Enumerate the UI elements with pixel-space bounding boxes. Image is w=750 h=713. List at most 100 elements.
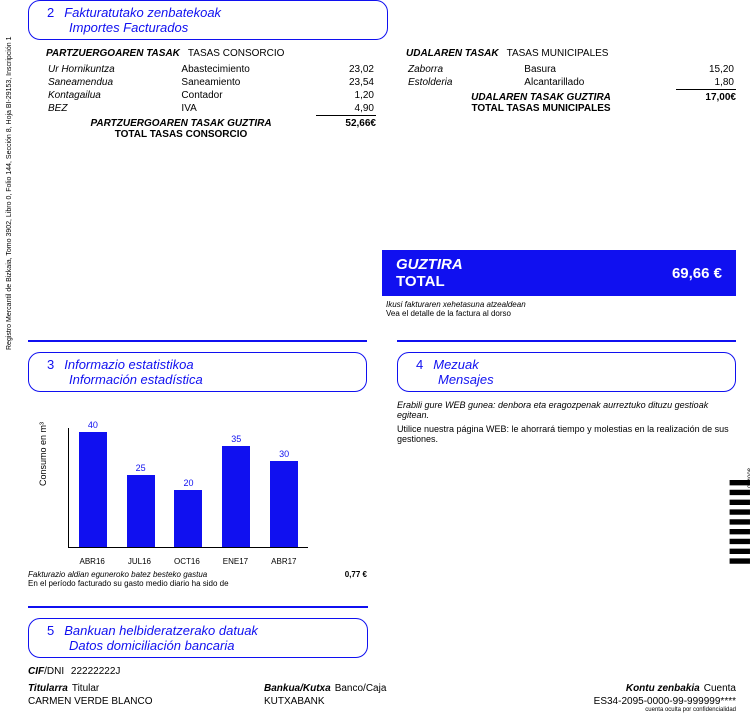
fee-amount: 1,20 (316, 89, 376, 102)
fee-amount: 15,20 (676, 63, 736, 76)
consortium-total-amount: 52,66€ (316, 118, 376, 140)
section-4-number: 4 (416, 357, 423, 372)
consortium-header-eu: PARTZUERGOAREN TASAK (46, 48, 180, 59)
municipal-total-eu: UDALAREN TASAK GUZTIRA (406, 92, 676, 103)
municipal-header: UDALAREN TASAK TASAS MUNICIPALES (406, 48, 736, 59)
chart-note-es: En el período facturado su gasto medio d… (28, 579, 229, 588)
bank-value: KUTXABANK (264, 696, 500, 707)
grand-total-es: TOTAL (396, 273, 445, 290)
holder-value: CARMEN VERDE BLANCO (28, 696, 264, 707)
chart-ylabel: Consumo en m³ (38, 422, 48, 486)
municipal-total-es: TOTAL TASAS MUNICIPALES (471, 103, 610, 114)
account-cell: Kontu zenbakia Cuenta ES34-2095-0000-99-9… (500, 683, 736, 713)
fee-es: Saneamiento (179, 76, 316, 89)
bar-rect (127, 475, 155, 547)
section-5-header: 5 Bankuan helbideratzerako datuak Datos d… (28, 618, 368, 658)
total-note-eu: Ikusi fakturaren xehetasuna atzealdean (386, 300, 736, 309)
x-label: ABR17 (271, 557, 296, 566)
fee-row: ZaborraBasura15,20 (406, 63, 736, 76)
holder-cell: TitularraTitular CARMEN VERDE BLANCO (28, 683, 264, 713)
divider-4 (397, 340, 736, 342)
x-label: JUL16 (128, 557, 151, 566)
bar-rect (270, 461, 298, 547)
bank-label-eu: Bankua/Kutxa (264, 683, 331, 694)
message-es: Utilice nuestra página WEB: le ahorrará … (397, 424, 729, 444)
chart-bar: 20 (170, 478, 206, 548)
section-4-title-eu: Mezuak (433, 357, 479, 372)
section-5-title-es: Datos domiciliación bancaria (69, 638, 353, 653)
section-2-title-es: Importes Facturados (69, 20, 373, 35)
grand-total-box: GUZTIRATOTAL 69,66 € (382, 250, 736, 296)
section-3-header: 3 Informazio estatistikoa Información est… (28, 352, 367, 392)
cif-label-eu: CIF (28, 666, 44, 677)
divider-5 (28, 606, 368, 608)
message-eu: Erabili gure WEB gunea: denbora eta erag… (397, 400, 736, 420)
section-4: 4 Mezuak Mensajes Erabili gure WEB gunea:… (397, 326, 736, 588)
fee-row: SaneamenduaSaneamiento23,54 (46, 76, 376, 89)
chart-bar: 25 (123, 463, 159, 547)
municipal-fees: UDALAREN TASAK TASAS MUNICIPALES ZaborraB… (406, 48, 736, 140)
account-label-eu: Kontu zenbakia (626, 683, 700, 694)
cif-row: CIF/DNI 22222222J (28, 666, 736, 677)
message-text: Erabili gure WEB gunea: denbora eta erag… (397, 400, 736, 444)
account-note: cuenta oculta por confidencialidad (500, 707, 736, 713)
grand-total-amount: 69,66 € (672, 265, 722, 282)
section-4-title-es: Mensajes (438, 372, 721, 387)
municipal-header-es: TASAS MUNICIPALES (507, 48, 609, 59)
section-3-number: 3 (47, 357, 54, 372)
account-label-es: Cuenta (704, 683, 736, 694)
fee-eu: Saneamendua (46, 76, 179, 89)
consortium-total-eu: PARTZUERGOAREN TASAK GUZTIRA (46, 118, 316, 129)
x-label: ABR16 (80, 557, 105, 566)
consortium-total-es: TOTAL TASAS CONSORCIO (115, 129, 248, 140)
fee-row: KontagailuaContador1,20 (46, 89, 376, 102)
fee-es: IVA (179, 102, 316, 116)
total-note-es: Vea el detalle de la factura al dorso (386, 309, 511, 318)
x-label: OCT16 (174, 557, 200, 566)
fees-columns: PARTZUERGOAREN TASAKTASAS CONSORCIO Ur H… (28, 48, 736, 140)
consortium-table: Ur HornikuntzaAbastecimiento23,02Saneame… (46, 63, 376, 116)
bar-rect (79, 432, 107, 547)
bar-rect (222, 446, 250, 547)
municipal-header-eu: UDALAREN TASAK (406, 48, 499, 59)
municipal-total-amount: 17,00€ (676, 92, 736, 114)
section-2-header: 2 Fakturatutako zenbatekoak Importes Fact… (28, 0, 388, 40)
section-2-title-eu: Fakturatutako zenbatekoak (64, 5, 221, 20)
municipal-table: ZaborraBasura15,20EstolderiaAlcantarilla… (406, 63, 736, 90)
account-value: ES34-2095-0000-99-999999**** (500, 696, 736, 707)
bar-rect (174, 490, 202, 548)
bank-details: CIF/DNI 22222222J TitularraTitular CARME… (28, 666, 736, 713)
bar-value: 20 (183, 478, 193, 488)
section-3-title-eu: Informazio estatistikoa (64, 357, 193, 372)
chart-bar: 30 (266, 449, 302, 547)
section-4-header: 4 Mezuak Mensajes (397, 352, 736, 392)
fee-amount: 23,02 (316, 63, 376, 76)
bank-cell: Bankua/KutxaBanco/Caja KUTXABANK (264, 683, 500, 713)
registry-side-text: Registro Mercantil de Bizkaia, Tomo 3902… (6, 37, 13, 350)
chart-note-eu: Fakturazio aldian eguneroko batez bestek… (28, 570, 317, 579)
section-5-number: 5 (47, 623, 54, 638)
grand-total-eu: GUZTIRA (396, 256, 463, 273)
bar-value: 40 (88, 420, 98, 430)
section-2-number: 2 (47, 5, 54, 20)
fee-es: Abastecimiento (179, 63, 316, 76)
divider-3 (28, 340, 367, 342)
chart-note: Fakturazio aldian eguneroko batez bestek… (28, 570, 367, 588)
fee-es: Alcantarillado (522, 76, 676, 90)
section-5-title-eu: Bankuan helbideratzerako datuak (64, 623, 258, 638)
holder-label-es: Titular (72, 683, 99, 694)
fee-amount: 4,90 (316, 102, 376, 116)
fee-amount: 23,54 (316, 76, 376, 89)
fee-amount: 1,80 (676, 76, 736, 90)
chart-bar: 40 (75, 420, 111, 547)
fee-es: Contador (179, 89, 316, 102)
municipal-total-row: UDALAREN TASAK GUZTIRATOTAL TASAS MUNICI… (406, 92, 736, 114)
fee-row: EstolderiaAlcantarillado1,80 (406, 76, 736, 90)
bar-value: 30 (279, 449, 289, 459)
fee-eu: Ur Hornikuntza (46, 63, 179, 76)
bar-value: 35 (231, 434, 241, 444)
consumption-chart: Consumo en m³ 4025203530 ABR16JUL16OCT16… (42, 406, 322, 566)
total-note: Ikusi fakturaren xehetasuna atzealdean V… (382, 300, 736, 318)
cif-label-es: /DNI (44, 666, 64, 677)
section-3-title-es: Información estadística (69, 372, 352, 387)
